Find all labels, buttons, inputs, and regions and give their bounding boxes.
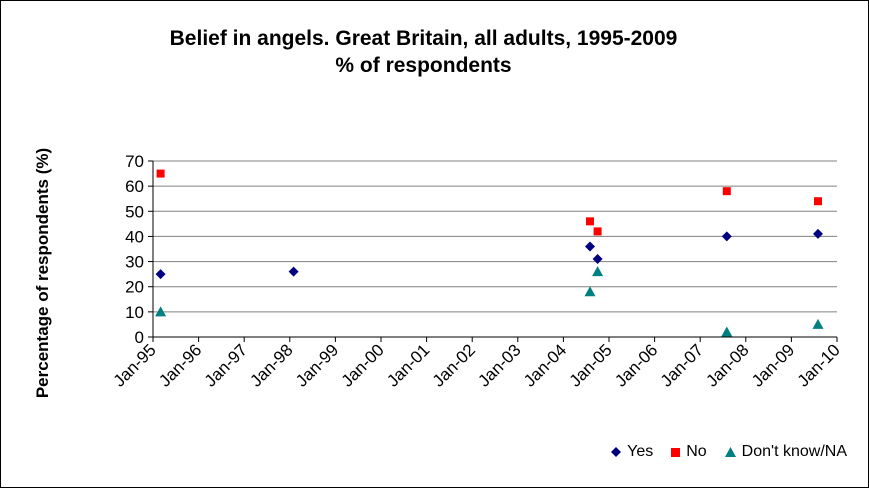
legend-item-yes: Yes — [611, 443, 653, 461]
yes-point — [721, 231, 732, 242]
y-tick-label: 10 — [125, 303, 144, 322]
x-tick-label: Jan-97 — [201, 340, 251, 390]
y-tick-label: 0 — [135, 328, 144, 347]
x-tick-label: Jan-00 — [338, 340, 388, 390]
x-tick-label: Jan-06 — [611, 340, 661, 390]
y-tick-label: 30 — [125, 253, 144, 272]
x-tick-label: Jan-95 — [110, 340, 160, 390]
x-tick-label: Jan-01 — [383, 340, 433, 390]
yes-point — [585, 241, 595, 252]
dont-know-point — [721, 326, 733, 337]
no-point — [586, 217, 594, 226]
triangle-marker-icon — [724, 447, 736, 457]
dont-know-point — [155, 306, 167, 317]
x-tick-label: Jan-09 — [748, 340, 798, 390]
x-tick-label: Jan-04 — [520, 340, 570, 390]
legend-label-yes: Yes — [627, 443, 654, 460]
diamond-marker-icon — [611, 447, 622, 457]
legend-label-no: No — [686, 443, 707, 460]
chart-subtitle: % of respondents — [335, 54, 512, 77]
y-tick-label: 20 — [125, 278, 144, 297]
dont-know-point — [592, 266, 604, 277]
legend: Yes No Don't know/NA — [611, 443, 847, 461]
x-tick-label: Jan-07 — [657, 340, 707, 390]
x-tick-label: Jan-10 — [794, 340, 844, 390]
y-tick-label: 60 — [125, 177, 144, 196]
legend-item-dont-know: Don't know/NA — [724, 443, 847, 461]
x-tick-label: Jan-05 — [566, 340, 616, 390]
y-tick-label: 40 — [125, 227, 144, 246]
no-point — [156, 169, 165, 178]
y-tick-label: 50 — [125, 202, 144, 221]
yes-point — [813, 228, 823, 239]
no-point — [814, 197, 822, 206]
dont-know-point — [812, 318, 824, 329]
no-point — [722, 187, 731, 196]
x-tick-label: Jan-99 — [292, 340, 342, 390]
square-marker-icon — [671, 447, 681, 457]
x-tick-label: Jan-08 — [702, 340, 752, 390]
x-tick-label: Jan-98 — [246, 340, 296, 390]
no-point — [593, 227, 602, 236]
chart-title-line: Belief in angels. Great Britain, all adu… — [169, 27, 678, 50]
yes-point — [592, 254, 603, 265]
chart-title: Belief in angels. Great Britain, all adu… — [1, 25, 846, 79]
x-tick-label: Jan-02 — [429, 340, 479, 390]
yes-point — [288, 266, 299, 277]
x-tick-label: Jan-96 — [155, 340, 205, 390]
x-tick-label: Jan-03 — [474, 340, 524, 390]
legend-label-dont-know: Don't know/NA — [741, 443, 847, 460]
yes-point — [155, 269, 166, 280]
legend-item-no: No — [671, 443, 707, 461]
y-tick-label: 70 — [125, 152, 144, 171]
dont-know-point — [584, 286, 596, 297]
